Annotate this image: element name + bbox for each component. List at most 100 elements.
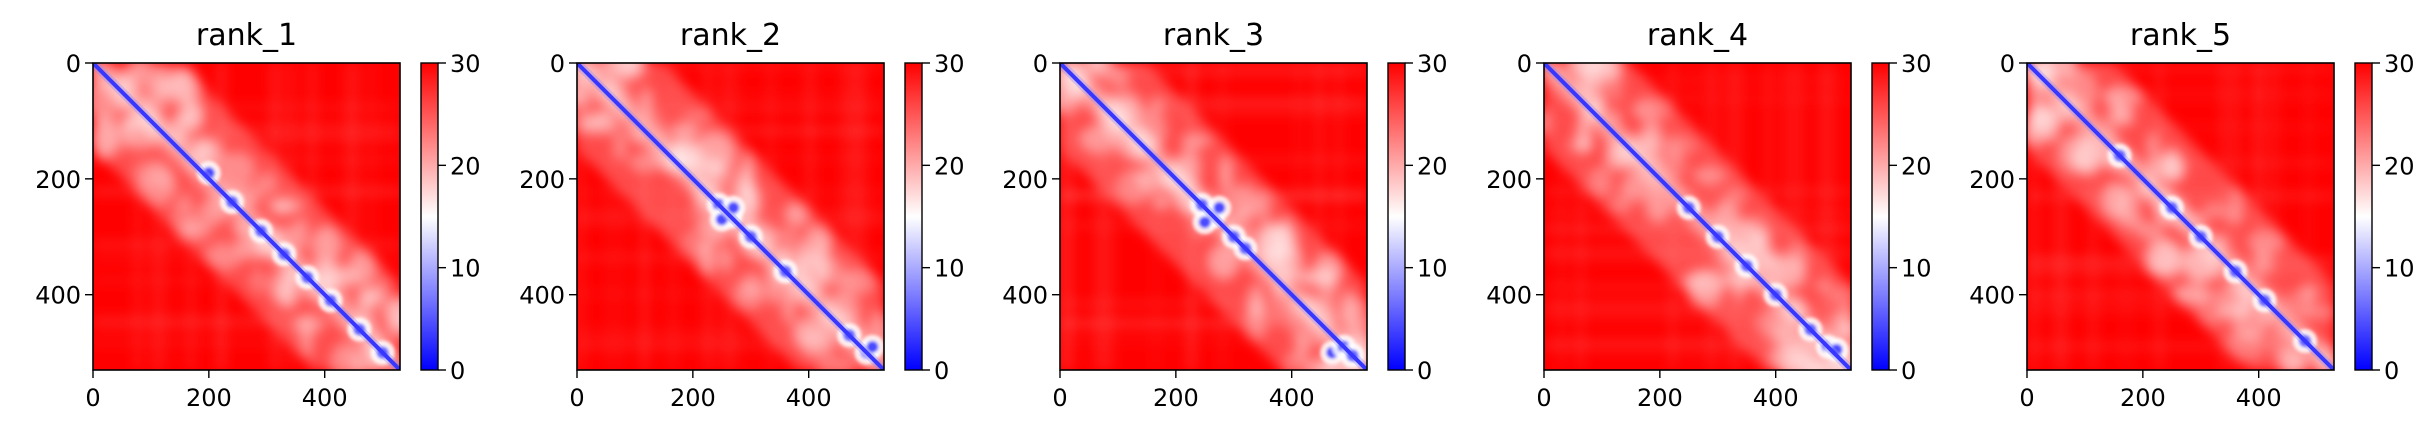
texture-streak	[671, 63, 676, 370]
colorbar-tick-label: 30	[450, 50, 481, 78]
texture-streak	[1060, 63, 1367, 68]
texture-streak	[1154, 63, 1157, 370]
y-tick-label: 200	[1002, 166, 1048, 194]
texture-streak	[2027, 343, 2334, 350]
blob-core	[866, 340, 879, 353]
texture-spot	[1282, 350, 1311, 370]
texture-streak	[156, 63, 160, 370]
y-tick-label: 0	[550, 50, 565, 78]
diagonal-line	[577, 63, 884, 370]
texture-spot	[766, 229, 800, 242]
texture-streak	[1060, 339, 1367, 342]
texture-streak	[2027, 194, 2334, 199]
texture-streak	[93, 322, 400, 329]
texture-streak	[1060, 63, 1068, 370]
texture-spot	[1639, 120, 1663, 152]
texture-spot	[1691, 165, 1729, 185]
colorbar-tick-label: 30	[1417, 50, 1448, 78]
texture-streak	[577, 344, 884, 350]
texture-streak	[1544, 256, 1851, 261]
texture-spot	[2107, 88, 2124, 110]
texture-spot	[1110, 65, 1130, 88]
texture-streak	[1066, 63, 1074, 370]
texture-streak	[2027, 97, 2334, 100]
texture-streak	[2158, 63, 2162, 370]
y-tick-label: 400	[35, 282, 81, 310]
texture-streak	[1711, 63, 1717, 370]
texture-streak	[1560, 63, 1564, 370]
texture-streak	[1781, 63, 1785, 370]
texture-spot	[2247, 229, 2285, 255]
heatmap-image	[93, 63, 400, 370]
texture-streak	[1336, 63, 1342, 370]
x-tick-label: 200	[2120, 384, 2166, 412]
y-tick-label: 0	[1517, 50, 1532, 78]
texture-streak	[1094, 63, 1098, 370]
texture-streak	[608, 63, 612, 370]
texture-streak	[93, 189, 400, 196]
blob-core	[715, 213, 728, 226]
y-tick-label: 200	[1486, 166, 1532, 194]
x-tick-label: 200	[186, 384, 232, 412]
texture-streak	[1737, 63, 1743, 370]
texture-streak	[2027, 126, 2334, 129]
texture-streak	[188, 63, 194, 370]
colorbar-tick-label: 0	[450, 357, 465, 385]
texture-streak	[577, 254, 884, 260]
texture-spot	[739, 175, 752, 204]
texture-streak	[2027, 296, 2334, 301]
texture-streak	[1098, 63, 1105, 370]
texture-streak	[851, 63, 858, 370]
colorbar: 0 10 20 30	[2354, 50, 2415, 385]
texture-streak	[1191, 63, 1196, 370]
colorbar-tick-label: 10	[934, 255, 965, 283]
heatmap-frame	[1059, 62, 1368, 371]
texture-streak	[1315, 63, 1319, 370]
texture-streak	[2030, 63, 2038, 370]
panel-title: rank_2	[680, 18, 781, 53]
texture-streak	[93, 278, 400, 282]
heatmap-image	[1544, 63, 1851, 370]
texture-streak	[164, 63, 167, 370]
heatmap-image	[577, 63, 884, 370]
texture-streak	[93, 158, 400, 162]
texture-streak	[1060, 69, 1367, 76]
texture-streak	[2027, 258, 2334, 265]
texture-streak	[2027, 268, 2334, 276]
texture-spot	[1241, 202, 1260, 220]
texture-streak	[843, 63, 849, 370]
heatmap-image	[2027, 63, 2334, 370]
texture-streak	[1060, 322, 1367, 329]
texture-streak	[1828, 63, 1834, 370]
y-tick-label: 200	[35, 166, 81, 194]
heatmap-frame	[576, 62, 885, 371]
y-tick-label: 0	[1033, 50, 1048, 78]
colorbar-tick-label: 10	[1417, 255, 1448, 283]
texture-streak	[1544, 79, 1851, 82]
colorbar: 0 10 20 30	[420, 50, 481, 385]
y-tick-label: 400	[1486, 282, 1532, 310]
colorbar-tick-label: 20	[1901, 152, 1932, 180]
texture-spot	[2135, 222, 2162, 240]
x-tick-label: 0	[569, 384, 584, 412]
texture-streak	[153, 63, 158, 370]
x-tick-label: 0	[85, 384, 100, 412]
x-tick-label: 0	[1052, 384, 1067, 412]
x-tick-label: 400	[786, 384, 832, 412]
texture-streak	[2271, 63, 2277, 370]
y-tick-label: 0	[66, 50, 81, 78]
colorbar-tick-label: 20	[1417, 152, 1448, 180]
texture-streak	[2090, 63, 2096, 370]
x-tick-label: 200	[1637, 384, 1683, 412]
texture-spot	[2171, 284, 2210, 305]
heatmap-frame	[92, 62, 401, 371]
colorbar-tick-label: 30	[2384, 50, 2415, 78]
panel-title: rank_4	[1647, 18, 1748, 53]
texture-streak	[806, 63, 814, 370]
texture-streak	[1544, 188, 1851, 195]
texture-streak	[135, 63, 141, 370]
colorbar-gradient	[2354, 62, 2373, 371]
panel-title: rank_3	[1163, 18, 1264, 53]
panel-rank_1: rank_1 0 200 400 0 200 400 0 10 20 30	[35, 18, 480, 412]
blob-core	[1198, 216, 1211, 229]
